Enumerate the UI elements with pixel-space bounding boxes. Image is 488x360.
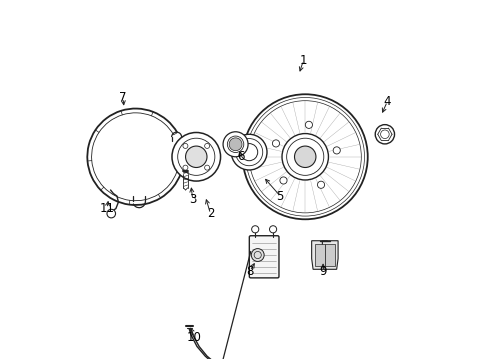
Circle shape xyxy=(305,121,312,129)
Text: 6: 6 xyxy=(237,150,244,163)
Circle shape xyxy=(282,134,328,180)
Circle shape xyxy=(294,146,315,167)
Circle shape xyxy=(204,165,209,170)
Circle shape xyxy=(172,132,220,181)
Text: 1: 1 xyxy=(299,54,306,67)
Circle shape xyxy=(279,177,286,184)
Circle shape xyxy=(223,132,247,157)
Circle shape xyxy=(183,143,187,148)
Text: 8: 8 xyxy=(245,265,253,278)
Circle shape xyxy=(317,181,324,188)
Text: 5: 5 xyxy=(276,190,284,203)
Circle shape xyxy=(231,134,266,170)
Polygon shape xyxy=(325,244,335,266)
Text: 7: 7 xyxy=(119,91,126,104)
Circle shape xyxy=(183,165,187,170)
Text: 9: 9 xyxy=(319,265,326,278)
Text: 2: 2 xyxy=(206,207,214,220)
Circle shape xyxy=(204,143,209,148)
Circle shape xyxy=(374,125,394,144)
Circle shape xyxy=(229,138,242,151)
Circle shape xyxy=(240,144,257,161)
Polygon shape xyxy=(311,241,326,269)
Circle shape xyxy=(251,226,258,233)
Text: 4: 4 xyxy=(383,95,390,108)
FancyBboxPatch shape xyxy=(249,236,278,278)
Circle shape xyxy=(272,140,279,147)
Text: 10: 10 xyxy=(187,331,202,344)
Circle shape xyxy=(242,94,367,219)
Polygon shape xyxy=(322,241,337,269)
Circle shape xyxy=(185,146,206,167)
Circle shape xyxy=(251,249,264,261)
Polygon shape xyxy=(314,244,324,266)
Text: 3: 3 xyxy=(189,193,196,206)
Circle shape xyxy=(269,226,276,233)
Circle shape xyxy=(332,147,340,154)
Circle shape xyxy=(107,209,115,218)
Text: 11: 11 xyxy=(99,202,114,215)
